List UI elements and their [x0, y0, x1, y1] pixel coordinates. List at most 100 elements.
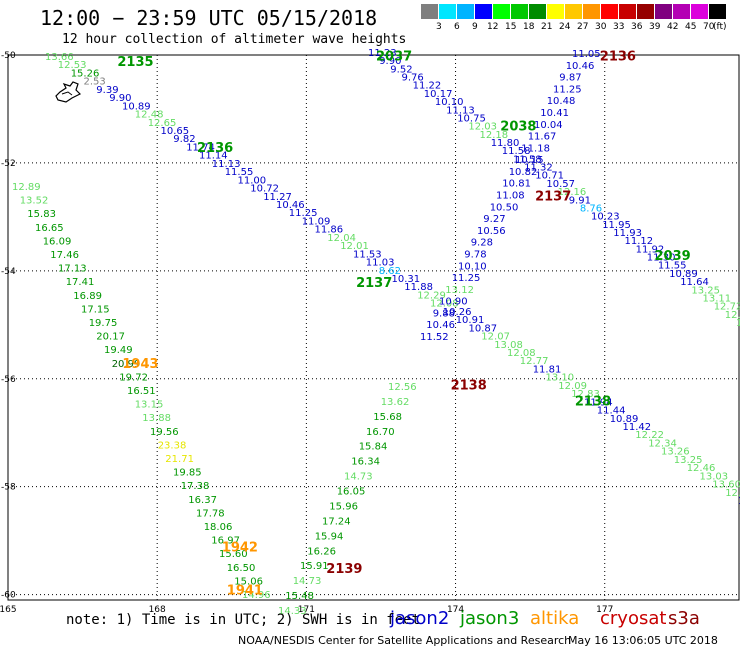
page-title: 12:00 − 23:59 UTC 05/15/2018: [40, 6, 378, 30]
pass-number-label: 2135: [117, 55, 153, 70]
wave-height-value: 11.58: [502, 146, 531, 157]
pass-number-label: 2139: [326, 562, 362, 577]
color-scale-label: 12: [487, 22, 499, 32]
lat-tick-label: -54: [1, 267, 16, 277]
wave-height-value: 12.28: [725, 488, 740, 499]
color-swatch: [439, 4, 456, 19]
wave-height-value: 13.26: [661, 447, 690, 458]
wave-height-value: 11.58: [513, 154, 542, 165]
pass-number-label: 2137: [535, 190, 571, 205]
wave-height-value: 14.96: [242, 590, 271, 601]
wave-height-value: 9.91: [569, 195, 591, 206]
wave-height-value: 11.95: [602, 220, 631, 231]
wave-height-value: 14.33: [278, 606, 307, 617]
wave-height-value: 16.05: [337, 487, 366, 498]
wave-height-value: 8.76: [580, 204, 602, 215]
wave-height-value: 10.56: [477, 226, 506, 237]
pass-number-label: 2039: [655, 249, 691, 264]
wave-height-value: 13.03: [700, 471, 729, 482]
legend-cryosat: cryosat: [600, 608, 667, 629]
wave-height-value: 18.06: [204, 522, 233, 533]
wave-height-value: 13.62: [381, 397, 410, 408]
wave-height-value: 13.08: [494, 340, 523, 351]
wave-height-value: 10.89: [122, 101, 151, 112]
color-swatch: [421, 4, 438, 19]
pass-number-label: 1943: [122, 357, 158, 372]
wave-height-value: 12.83: [571, 389, 600, 400]
lat-tick-label: -52: [1, 159, 16, 169]
wave-height-value: 17.41: [66, 277, 95, 288]
wave-height-value: 13.88: [142, 413, 171, 424]
wave-height-value: 11.08: [496, 191, 525, 202]
wave-height-value: 11.86: [315, 225, 344, 236]
wave-height-value: 10.04: [534, 120, 563, 131]
wave-height-value: 2.53: [84, 77, 106, 88]
color-swatch: [529, 4, 546, 19]
wave-height-value: 15.26: [71, 68, 100, 79]
wave-height-value: 10.23: [591, 212, 620, 223]
wave-height-value: 10.15: [515, 155, 544, 166]
wave-height-value: 12.47: [725, 310, 740, 321]
axis-tick-labels: 165 168 171 174 177 -50 -52 -54 -56 -58 -60: [0, 51, 613, 615]
color-swatch: [619, 4, 636, 19]
color-scale-label: 15: [505, 22, 517, 32]
wave-height-value: 11.25: [452, 273, 481, 284]
wave-height-value: 12.53: [58, 60, 87, 71]
island-coastline: [55, 81, 82, 103]
wave-height-value: 13.12: [445, 285, 474, 296]
color-swatch: [601, 4, 618, 19]
wave-height-value: 11.52: [420, 332, 449, 343]
wave-height-value: 15.60: [219, 549, 248, 560]
wave-height-value: 9.90: [379, 56, 401, 67]
wave-height-value: 10.46: [276, 200, 305, 211]
wave-height-value: 12.16: [558, 187, 587, 198]
wave-height-value: 13.25: [691, 285, 720, 296]
wave-height-value: 12.65: [148, 118, 177, 129]
wave-height-value: 11.42: [623, 422, 652, 433]
wave-height-value: 11.81: [533, 364, 562, 375]
wave-height-value: 11.32: [524, 163, 553, 174]
color-scale-label: 27: [577, 22, 589, 32]
wave-height-value: 15.48: [285, 591, 314, 602]
wave-height-value: 13.: [736, 318, 740, 329]
wave-height-value: 9.82: [173, 134, 195, 145]
wave-height-value: 12.08: [507, 348, 536, 359]
wave-height-value: 11.55: [225, 167, 254, 178]
wave-height-value: 11.94: [584, 397, 613, 408]
color-swatch: [673, 4, 690, 19]
pass-number-label: 2037: [376, 49, 412, 64]
wave-height-value: 15.68: [373, 412, 402, 423]
wave-height-value: 8.62: [379, 266, 401, 277]
credit-line: NOAA/NESDIS Center for Satellite Applica…: [238, 634, 572, 647]
map-frame: [7, 54, 740, 601]
pass-labels: 2135 2136 2037 2038 2136 2137 2039 2137 1943 2138…: [117, 49, 690, 598]
satellite-tracks: 13.6612.5315.262.539.399.9010.8912.4812.…: [12, 48, 740, 617]
wave-height-value: 10.90: [439, 297, 468, 308]
wave-height-value: 11.13: [212, 159, 241, 170]
color-scale-label: 70: [703, 22, 715, 32]
wave-height-value: 11.13: [446, 105, 475, 116]
wave-height-value: 10.31: [392, 274, 421, 285]
wave-height-value: 9.28: [471, 238, 493, 249]
footer-note: note: 1) Time is in UTC; 2) SWH is in fe…: [66, 612, 421, 628]
wave-height-value: 12.72: [714, 302, 740, 313]
island-detail: [61, 91, 73, 96]
wave-height-value: 17.13: [58, 264, 87, 275]
color-scale-label: 21: [541, 22, 553, 32]
color-scale-label: 33: [613, 22, 625, 32]
color-swatch: [547, 4, 564, 19]
color-swatch: [709, 4, 726, 19]
wave-height-value: 11.92: [636, 244, 665, 255]
wave-height-value: 12.48: [135, 110, 164, 121]
color-scale-label: 36: [631, 22, 643, 32]
legend-jason3: jason3: [460, 608, 520, 629]
wave-height-value: 11.74: [186, 142, 215, 153]
color-swatch: [637, 4, 654, 19]
pass-number-label: 2038: [500, 120, 536, 135]
wave-height-value: 10.46: [426, 320, 455, 331]
wave-height-value: 12.89: [12, 182, 41, 193]
wave-height-value: 9.78: [464, 250, 486, 261]
wave-height-value: 10.10: [435, 97, 464, 108]
wave-height-value: 20.99: [112, 359, 141, 370]
wave-height-value: 11.23: [368, 48, 397, 59]
